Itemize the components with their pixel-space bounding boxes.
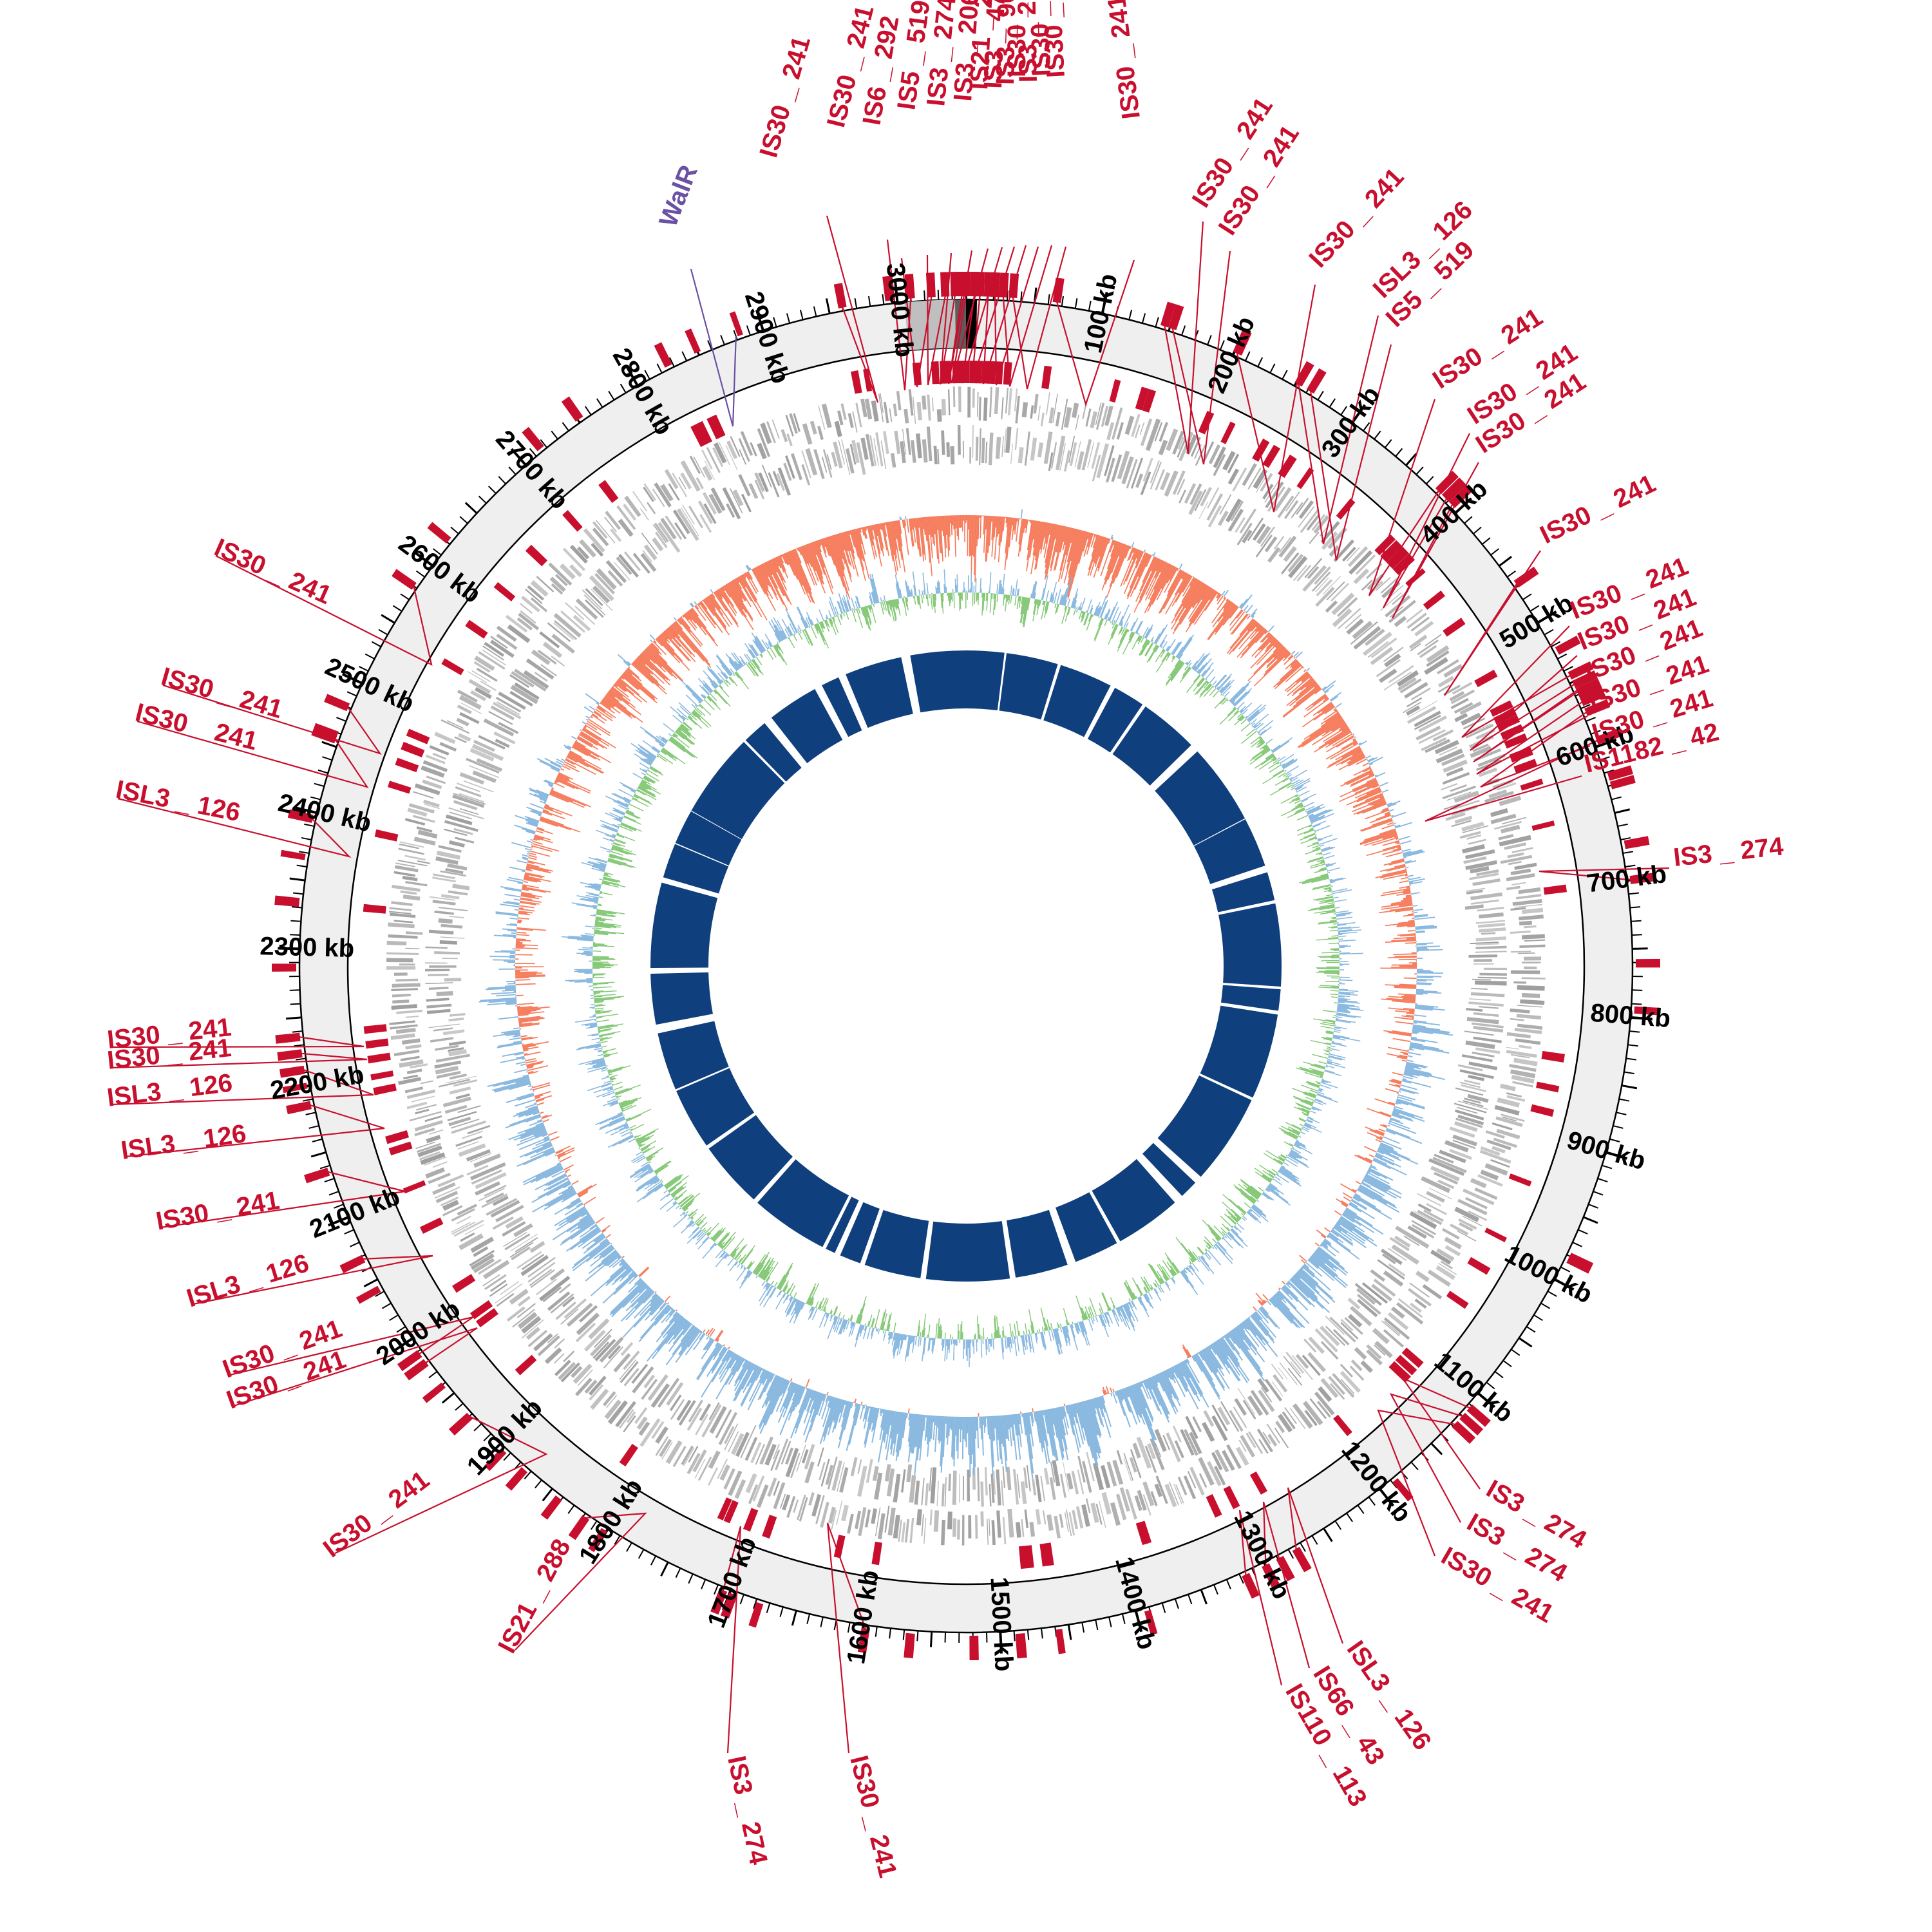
annotation-leader-line <box>1473 685 1584 762</box>
is-element-label: IS30 _ 241 <box>1023 0 1056 77</box>
gc-content-ring <box>561 569 1364 1367</box>
cds-reverse-ring <box>425 425 1507 1507</box>
is-element-label: IS30 _ 241 <box>1003 0 1031 77</box>
annotation-leader-line <box>160 1171 406 1229</box>
annotation-leader-line <box>162 684 382 755</box>
annotation-leader-line <box>233 1327 478 1407</box>
annotation-leader-line <box>111 1036 365 1048</box>
annotation-leader-line <box>1238 1510 1283 1686</box>
annotation-leader-line <box>1377 1409 1455 1557</box>
is-element-label: IS3 _ 961 <box>991 0 1021 85</box>
annotation-leader-line <box>926 254 946 386</box>
annotation-leader-line <box>193 1255 433 1305</box>
is-element-label: IS30 _ 241 <box>1536 469 1660 549</box>
is-element-label: IS3 _ 274 <box>1672 832 1785 872</box>
annotation-leader-line <box>117 797 352 858</box>
inner-feature-marks-group <box>363 360 1567 1569</box>
annotation-leader-line <box>1389 1393 1463 1523</box>
annotation-leader-line <box>515 1512 647 1651</box>
annotation-leader-line <box>334 1416 548 1554</box>
gene-annotation-label: WalR <box>654 161 703 231</box>
annotation-leader-line <box>1476 701 1588 775</box>
ruler-tick-label: 800 kb <box>1589 999 1672 1033</box>
annotation-leader-line <box>1171 251 1231 465</box>
annotation-leader-line <box>229 1316 474 1376</box>
is-element-label: IS30 _ 241 <box>154 1186 281 1236</box>
annotation-leader-line <box>1392 462 1479 619</box>
ruler-tick-label: 1500 kb <box>985 1577 1018 1672</box>
is-element-label: IS21 _ 288 <box>493 1535 576 1658</box>
is-element-label: IS30 _ 241 <box>210 533 336 610</box>
is-element-label: IS21 _ 259 <box>965 0 999 90</box>
is-element-label: IS30 _ 241 <box>1103 0 1146 120</box>
annotation-leader-line <box>111 1052 368 1069</box>
is-element-label: IS30 _ 241 <box>844 1753 902 1880</box>
is-element-label: IS30 _ 241 <box>1036 0 1070 79</box>
annotation-leader-line <box>1002 245 1053 387</box>
annotation-leader-line <box>886 239 912 391</box>
annotation-leader-lines <box>111 215 1670 1754</box>
annotation-leader-line <box>722 1526 742 1754</box>
is-element-label: ISL3 _ 126 <box>113 775 242 828</box>
annotation-leader-line <box>125 1104 385 1158</box>
annotation-leader-line <box>111 1069 374 1106</box>
annotation-leader-line <box>951 248 989 384</box>
annotation-leader-line <box>939 252 956 385</box>
is-element-label: IS3 _ 274 <box>722 1754 773 1868</box>
annotation-leader-line <box>900 258 933 388</box>
annotation-leader-line <box>1236 284 1316 513</box>
annotation-leader-line <box>994 246 1039 386</box>
annotation-leader-line <box>1287 1487 1344 1644</box>
annotation-leader-line <box>947 250 973 384</box>
annotation-leader-line <box>1470 655 1578 751</box>
is-element-label: IS30 _ 241 <box>1303 163 1409 274</box>
is-element-label: ISL3 _ 126 <box>119 1119 248 1165</box>
annotation-leader-line <box>982 245 1027 384</box>
annotation-leader-line <box>961 247 1003 384</box>
annotation-leader-line <box>1164 221 1204 455</box>
annotation-leader-line <box>1425 739 1598 822</box>
annotation-leader-line <box>826 1522 867 1754</box>
annotation-leader-line <box>690 269 737 427</box>
cds-forward-ring <box>386 386 1546 1546</box>
is-element-label: ISL3 _ 126 <box>184 1249 312 1312</box>
annotation-leader-line <box>1539 867 1670 881</box>
annotation-leader-line <box>215 555 433 667</box>
annotation-leader-line <box>1444 550 1541 696</box>
is-element-label: IS3 _ 274 <box>1012 0 1043 83</box>
annotation-leader-line <box>971 246 1016 384</box>
is-element-label: ISL3 _ 126 <box>106 1068 234 1112</box>
annotation-leader-line <box>1262 1501 1311 1669</box>
annotation-leader-line <box>1461 625 1571 738</box>
is-element-label: IS3 _ 474 <box>979 0 1011 89</box>
is-element-label: IS30 _ 241 <box>754 33 816 160</box>
annotation-leader-line <box>1480 711 1591 788</box>
annotation-leader-line <box>1383 433 1470 609</box>
annotation-leader-line <box>1368 399 1440 596</box>
gc-skew-ring <box>478 509 1454 1479</box>
annotation-leader-line <box>1309 344 1392 561</box>
annotation-leader-line <box>826 215 879 403</box>
annotation-leader-line <box>137 720 369 788</box>
annotation-leader-line <box>1400 1376 1481 1490</box>
blast-similarity-ring <box>650 650 1282 1282</box>
annotation-leader-line <box>1056 260 1135 407</box>
annotation-leader-line <box>1298 315 1379 545</box>
annotation-leader-line <box>1012 246 1067 390</box>
ruler-tick-label: 2300 kb <box>260 932 355 963</box>
